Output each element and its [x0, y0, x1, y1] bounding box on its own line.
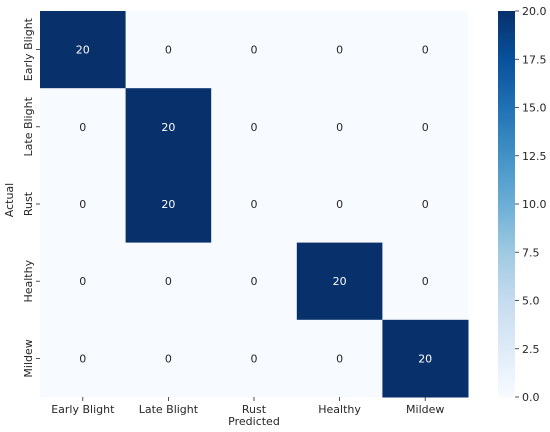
heatmap-cell-r0-c4 — [382, 11, 469, 89]
cell-value-label: 20 — [161, 198, 175, 211]
cell-value-label: 0 — [336, 198, 343, 211]
heatmap-cell-r2-c0 — [40, 165, 127, 244]
cell-value-label: 0 — [251, 198, 258, 211]
cell-value-label: 0 — [251, 121, 258, 134]
cell-value-label: 0 — [79, 275, 86, 288]
heatmap-cell-r1-c0 — [40, 88, 127, 166]
cell-value-label: 0 — [251, 44, 258, 57]
heatmap-cells: 20 0 0 0 0 0 20 0 0 0 0 20 0 0 0 0 0 0 20 0 0 0 0 0 20 — [40, 11, 469, 398]
heatmap-cell-r3-c4 — [382, 242, 469, 321]
x-axis-label: Predicted — [228, 415, 280, 428]
x-tick-label: Early Blight — [51, 403, 115, 416]
heatmap-cell-r1-c2 — [211, 88, 298, 166]
y-tick-label: Healthy — [22, 259, 35, 302]
heatmap-cell-r1-c4 — [382, 88, 469, 166]
heatmap-cell-r2-c1 — [125, 165, 212, 244]
x-tick-labels: Early Blight Late Blight Rust Healthy Mildew — [51, 397, 444, 416]
heatmap-cell-r4-c3 — [296, 319, 383, 398]
cell-value-label: 0 — [165, 352, 172, 365]
colorbar-tick-label: 20.0 — [522, 5, 547, 18]
heatmap-cell-r1-c3 — [296, 88, 383, 166]
cell-value-label: 20 — [76, 44, 90, 57]
y-tick-label: Early Blight — [22, 17, 35, 81]
heatmap-cell-r2-c2 — [211, 165, 298, 244]
y-tick-label: Mildew — [22, 339, 35, 377]
heatmap-cell-r4-c4 — [382, 319, 469, 398]
cell-value-label: 0 — [336, 352, 343, 365]
colorbar — [498, 11, 515, 397]
cell-value-label: 0 — [165, 44, 172, 57]
cell-value-label: 0 — [79, 121, 86, 134]
heatmap-cell-r2-c3 — [296, 165, 383, 244]
colorbar-ticks: 0.0 2.5 5.0 7.5 10.0 12.5 15.0 17.5 20.0 — [515, 5, 547, 404]
heatmap-cell-r3-c0 — [40, 242, 127, 321]
cell-value-label: 0 — [422, 198, 429, 211]
x-tick-label: Healthy — [318, 403, 361, 416]
x-tick-label: Late Blight — [139, 403, 199, 416]
colorbar-tick-label: 7.5 — [522, 246, 540, 259]
cell-value-label: 20 — [161, 121, 175, 134]
heatmap-cell-r0-c2 — [211, 11, 298, 89]
colorbar-tick-label: 2.5 — [522, 343, 540, 356]
cell-value-label: 0 — [251, 275, 258, 288]
y-tick-label: Late Blight — [22, 96, 35, 156]
cell-value-label: 0 — [79, 352, 86, 365]
cell-value-label: 20 — [333, 275, 347, 288]
heatmap-cell-r0-c1 — [125, 11, 212, 89]
colorbar-tick-label: 12.5 — [522, 150, 547, 163]
heatmap-cell-r4-c1 — [125, 319, 212, 398]
colorbar-tick-label: 15.0 — [522, 102, 547, 115]
y-tick-label: Rust — [22, 191, 35, 216]
x-tick-label: Mildew — [406, 403, 444, 416]
heatmap-cell-r4-c0 — [40, 319, 127, 398]
heatmap-cell-r3-c2 — [211, 242, 298, 321]
cell-value-label: 0 — [336, 44, 343, 57]
cell-value-label: 20 — [418, 352, 432, 365]
cell-value-label: 0 — [422, 275, 429, 288]
heatmap-cell-r0-c0 — [40, 11, 127, 89]
y-tick-labels: Early Blight Late Blight Rust Healthy Mildew — [22, 17, 40, 378]
cell-value-label: 0 — [422, 44, 429, 57]
x-tick-label: Rust — [242, 403, 267, 416]
colorbar-tick-label: 17.5 — [522, 53, 547, 66]
cell-value-label: 0 — [251, 352, 258, 365]
heatmap-cell-r4-c2 — [211, 319, 298, 398]
heatmap-cell-r1-c1 — [125, 88, 212, 166]
colorbar-tick-label: 0.0 — [522, 391, 540, 404]
colorbar-tick-label: 10.0 — [522, 198, 547, 211]
colorbar-tick-label: 5.0 — [522, 295, 540, 308]
heatmap-cell-r2-c4 — [382, 165, 469, 244]
cell-value-label: 0 — [336, 121, 343, 134]
heatmap-cell-r3-c1 — [125, 242, 212, 321]
cell-value-label: 0 — [79, 198, 86, 211]
cell-value-label: 0 — [422, 121, 429, 134]
y-axis-label: Actual — [3, 183, 16, 217]
cell-value-label: 0 — [165, 275, 172, 288]
heatmap-cell-r3-c3 — [296, 242, 383, 321]
heatmap-cell-r0-c3 — [296, 11, 383, 89]
